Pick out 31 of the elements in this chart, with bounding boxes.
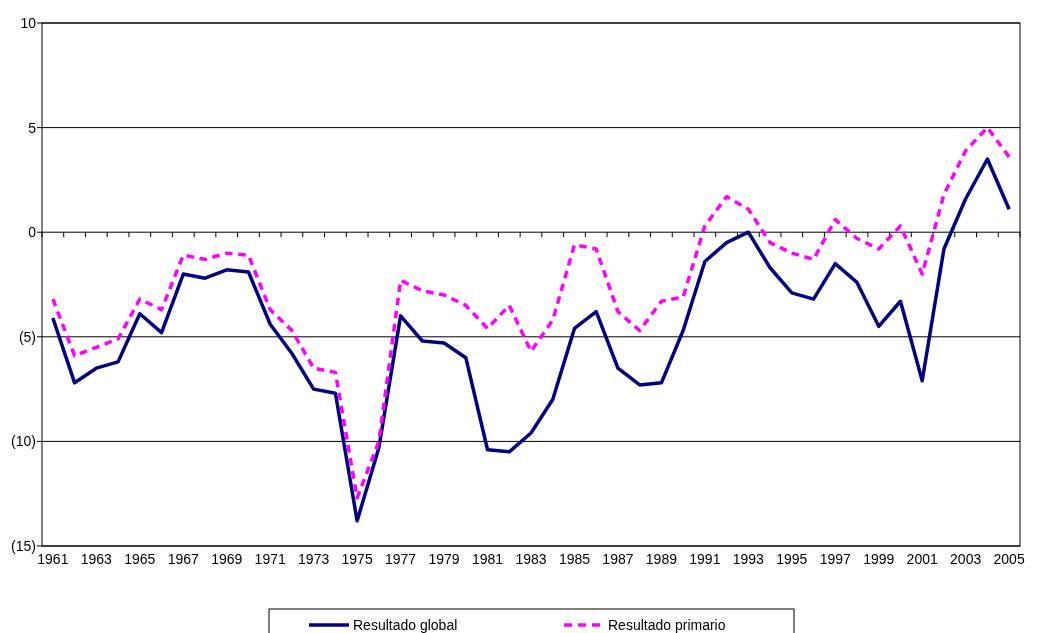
x-tick-label: 1979 [428, 551, 460, 567]
x-tick-label: 1975 [341, 551, 373, 567]
y-tick-label: (10) [11, 433, 36, 450]
x-tick-label: 1967 [167, 551, 200, 567]
x-tick-label: 1987 [602, 551, 634, 567]
y-tick-label: (5) [18, 328, 36, 345]
x-tick-label: 1973 [298, 551, 330, 567]
x-tick-label: 1995 [776, 551, 808, 567]
x-tick-label: 1997 [819, 551, 852, 567]
x-tick-label: 1963 [80, 551, 113, 567]
x-tick-label: 1999 [863, 551, 895, 567]
x-tick-label: 1981 [471, 551, 504, 567]
legend-label: Resultado primario [608, 616, 726, 633]
x-tick-label: 1971 [254, 551, 286, 567]
x-tick-label: 1989 [645, 551, 678, 567]
x-tick-label: 2005 [993, 551, 1025, 567]
y-tick-label: (15) [11, 537, 36, 554]
x-tick-label: 1965 [124, 551, 156, 567]
y-tick-label: 10 [20, 14, 37, 31]
y-tick-label: 5 [28, 119, 37, 136]
x-tick-label: 1969 [211, 551, 243, 567]
x-tick-label: 1977 [385, 551, 417, 567]
x-tick-label: 1983 [515, 551, 547, 567]
x-tick-label: 1985 [558, 551, 591, 567]
x-tick-label: 2003 [950, 551, 982, 567]
y-tick-label: 0 [28, 224, 37, 241]
legend-label: Resultado global [353, 616, 458, 633]
x-tick-label: 1993 [732, 551, 765, 567]
x-tick-label: 1961 [37, 551, 69, 567]
x-tick-label: 2001 [906, 551, 938, 567]
x-tick-label: 1991 [689, 551, 721, 567]
